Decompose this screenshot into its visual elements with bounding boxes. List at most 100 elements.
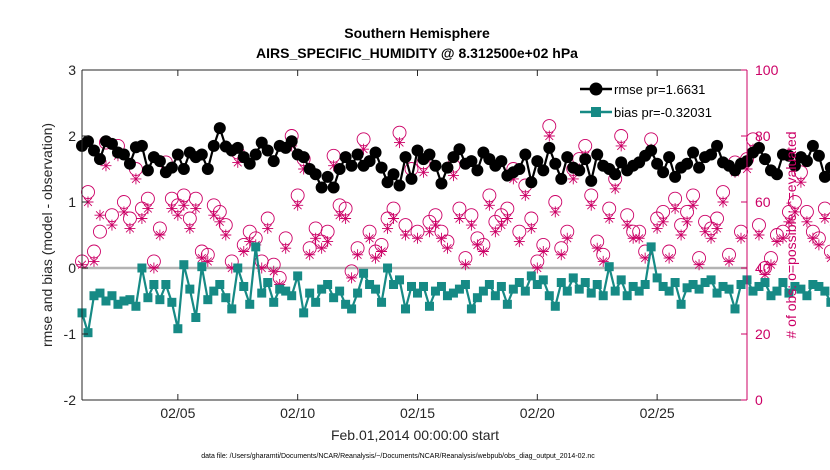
rmse-point	[519, 148, 532, 161]
rmse-point	[812, 149, 825, 162]
obs-evaluated-point	[543, 130, 555, 142]
bias-point	[808, 280, 818, 289]
bias-point	[401, 304, 411, 314]
obs-evaluated-point	[633, 232, 645, 244]
bias-point	[730, 304, 740, 314]
bias-point	[113, 299, 123, 309]
rmse-point	[429, 159, 442, 172]
obs-evaluated-point	[423, 226, 435, 238]
obs-evaluated-point	[226, 262, 238, 274]
bias-point	[490, 291, 500, 301]
bias-point	[682, 283, 692, 293]
obs-evaluated-point	[807, 232, 819, 244]
bias-point	[215, 280, 225, 289]
obs-evaluated-point	[232, 156, 244, 168]
bias-point	[365, 280, 375, 289]
obs-evaluated-point	[417, 166, 429, 178]
bias-point	[460, 280, 470, 289]
obs-evaluated-point	[663, 252, 675, 264]
bias-point	[550, 301, 560, 311]
rmse-point	[681, 157, 694, 170]
bias-point	[107, 291, 117, 301]
rmse-point	[513, 163, 526, 175]
obs-evaluated-point	[489, 226, 501, 238]
rmse-point	[711, 139, 724, 152]
obs-evaluated-point	[597, 255, 609, 267]
obs-evaluated-point	[244, 236, 256, 248]
rmse-point	[81, 135, 94, 148]
bias-point	[778, 278, 788, 288]
y-right-tick-label: 40	[755, 260, 771, 276]
obs-evaluated-point	[304, 249, 316, 261]
obs-evaluated-point	[148, 262, 160, 274]
bias-point	[802, 291, 812, 301]
rmse-point	[297, 151, 310, 164]
bias-point	[574, 284, 584, 294]
bias-point	[353, 288, 363, 298]
obs-evaluated-point	[106, 219, 118, 231]
obs-evaluated-point	[322, 236, 334, 248]
rmse-point	[441, 161, 454, 174]
y-left-tick-label: 0	[68, 260, 76, 276]
bias-point	[101, 296, 111, 306]
obs-evaluated-point	[190, 203, 202, 215]
obs-evaluated-point	[184, 222, 196, 234]
bias-point	[478, 286, 488, 296]
bias-point	[586, 288, 596, 298]
rmse-point	[561, 151, 574, 164]
bias-point	[484, 280, 494, 289]
legend-rmse-label: rmse pr=1.6631	[614, 82, 705, 97]
rmse-point	[657, 166, 670, 179]
x-tick-label: 02/20	[520, 405, 555, 421]
bias-point	[616, 275, 626, 285]
obs-evaluated-point	[705, 232, 717, 244]
obs-evaluated-point	[166, 203, 178, 215]
rmse-point	[171, 148, 184, 161]
bias-point	[454, 284, 464, 294]
obs-evaluated-point	[675, 229, 687, 241]
obs-evaluated-point	[310, 232, 322, 244]
obs-evaluated-point	[262, 222, 274, 234]
bias-point	[407, 281, 417, 291]
bias-point	[598, 291, 608, 301]
obs-evaluated-point	[411, 232, 423, 244]
obs-evaluated-point	[639, 252, 651, 264]
rmse-point	[207, 139, 220, 152]
bias-point	[562, 286, 572, 296]
obs-evaluated-point	[208, 209, 220, 221]
obs-evaluated-point	[280, 242, 292, 254]
obs-evaluated-point	[651, 222, 663, 234]
axis-ticks	[82, 69, 747, 401]
rmse-point	[555, 172, 568, 185]
obs-evaluated-point	[513, 236, 525, 248]
obs-evaluated-point	[735, 232, 747, 244]
obs-evaluated-point	[711, 222, 723, 234]
obs-evaluated-point	[585, 199, 597, 211]
obs-evaluated-point	[196, 252, 208, 264]
rmse-point	[195, 148, 208, 161]
rmse-point	[423, 148, 436, 161]
obs-evaluated-point	[274, 279, 286, 290]
y-right-tick-label: 20	[755, 326, 771, 342]
rmse-point	[782, 149, 795, 162]
bias-point	[688, 280, 698, 289]
obs-evaluated-point	[657, 216, 669, 228]
bias-line	[80, 246, 830, 333]
y-right-axis-label: # of obs: o=possible; *=evaluated	[783, 131, 799, 338]
rmse-point	[165, 161, 178, 174]
rmse-point	[399, 151, 412, 164]
obs-evaluated-point	[501, 213, 513, 224]
obs-evaluated-point	[561, 232, 573, 244]
rmse-point	[333, 163, 346, 175]
obs-evaluated-point	[723, 255, 735, 267]
obs-evaluated-point	[346, 272, 358, 284]
rmse-point	[231, 141, 244, 154]
y-left-tick-label: -2	[64, 392, 77, 408]
bias-point	[323, 280, 333, 289]
bias-point	[610, 286, 620, 296]
bias-point	[347, 304, 357, 314]
rmse-line	[81, 124, 830, 191]
rmse-point	[758, 153, 771, 166]
bias-point	[371, 284, 381, 294]
rmse-point	[411, 144, 424, 157]
